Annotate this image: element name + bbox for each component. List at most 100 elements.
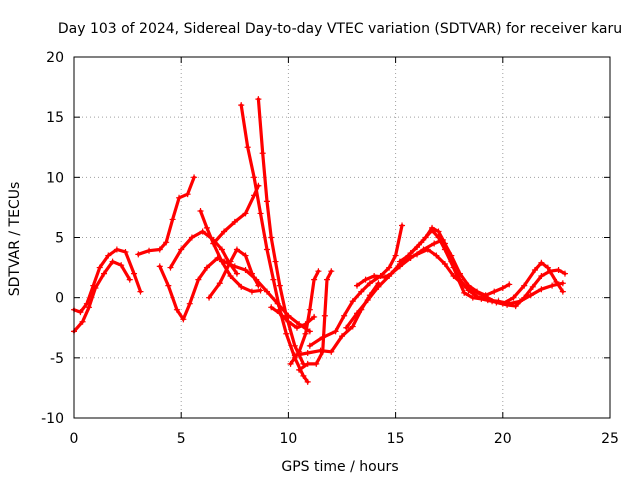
data-point <box>270 276 277 283</box>
grid-lines <box>74 57 610 418</box>
data-point <box>178 246 185 253</box>
data-point <box>197 208 204 215</box>
data-point <box>527 292 534 299</box>
data-point <box>242 210 249 217</box>
data-point <box>306 342 313 349</box>
y-tick-label: 10 <box>46 170 64 186</box>
data-point <box>371 273 378 280</box>
data-point <box>268 234 275 241</box>
data-point <box>122 248 129 255</box>
data-point <box>362 276 369 283</box>
data-point <box>339 333 345 340</box>
x-tick-label: 25 <box>601 431 619 447</box>
data-point <box>242 252 249 259</box>
data-point <box>210 240 217 247</box>
data-point <box>349 298 356 305</box>
data-point <box>482 293 489 300</box>
data-point <box>531 266 538 273</box>
series-track-13-markers <box>287 268 322 367</box>
data-point <box>186 300 193 307</box>
data-point <box>510 294 517 301</box>
data-point <box>559 280 566 287</box>
data-point <box>248 288 255 295</box>
data-point <box>493 299 500 306</box>
series-track-5 <box>168 229 239 276</box>
series-track-7 <box>198 209 263 294</box>
data-point <box>399 222 406 229</box>
data-point <box>255 96 262 103</box>
data-point <box>238 283 245 290</box>
data-point <box>386 264 393 271</box>
data-point <box>302 330 309 337</box>
data-point <box>86 304 93 311</box>
data-series-group <box>71 96 568 385</box>
data-point <box>206 294 213 301</box>
data-point <box>92 285 99 292</box>
data-point <box>263 288 270 295</box>
data-point <box>313 360 320 367</box>
data-point <box>343 324 350 331</box>
data-point <box>364 297 371 304</box>
data-point <box>341 312 348 319</box>
data-point <box>354 310 361 317</box>
data-point <box>429 224 436 231</box>
data-point <box>126 276 133 283</box>
data-point <box>392 252 399 259</box>
series-track-10-markers <box>238 102 311 385</box>
y-tick-label: -10 <box>41 411 64 427</box>
data-point <box>461 289 468 296</box>
data-point <box>169 216 176 223</box>
data-point <box>431 240 438 247</box>
data-point <box>521 294 528 301</box>
data-point <box>504 301 511 308</box>
chart-title: Day 103 of 2024, Sidereal Day-to-day VTE… <box>58 21 622 37</box>
data-point <box>553 279 560 286</box>
data-point <box>441 240 448 247</box>
data-point <box>304 350 311 357</box>
data-point <box>276 310 283 317</box>
data-point <box>499 285 506 292</box>
data-point <box>79 318 86 325</box>
y-tick-label: 0 <box>55 291 64 307</box>
data-point <box>191 174 198 181</box>
x-axis-label: GPS time / hours <box>281 459 398 475</box>
series-track-17-markers <box>354 236 513 299</box>
series-track-3-markers <box>135 174 198 258</box>
data-point <box>259 150 266 157</box>
data-point <box>165 282 172 289</box>
data-point <box>233 270 240 277</box>
data-point <box>242 266 249 273</box>
data-point <box>221 258 228 265</box>
series-track-1 <box>72 247 143 314</box>
data-point <box>555 266 562 273</box>
y-tick-label: 20 <box>46 50 64 66</box>
data-point <box>538 273 545 280</box>
data-point <box>137 288 144 295</box>
data-point <box>283 330 290 337</box>
data-point <box>253 276 260 283</box>
y-tick-label: -5 <box>50 351 64 367</box>
data-point <box>321 312 328 319</box>
data-point <box>304 360 311 367</box>
data-point <box>180 316 187 323</box>
data-point <box>332 328 339 335</box>
data-point <box>221 228 228 235</box>
data-point <box>238 102 245 109</box>
data-point <box>471 288 478 295</box>
data-point <box>101 270 108 277</box>
data-point <box>105 252 112 259</box>
data-point <box>328 268 335 275</box>
data-point <box>203 224 210 231</box>
data-point <box>544 264 551 271</box>
data-point <box>375 283 382 290</box>
data-point <box>96 264 103 271</box>
data-point <box>118 262 125 269</box>
data-point <box>403 256 410 263</box>
data-point <box>538 286 545 293</box>
data-point <box>323 276 330 283</box>
data-point <box>549 282 556 289</box>
data-point <box>188 234 195 241</box>
series-track-10 <box>239 103 310 384</box>
data-point <box>304 378 311 385</box>
